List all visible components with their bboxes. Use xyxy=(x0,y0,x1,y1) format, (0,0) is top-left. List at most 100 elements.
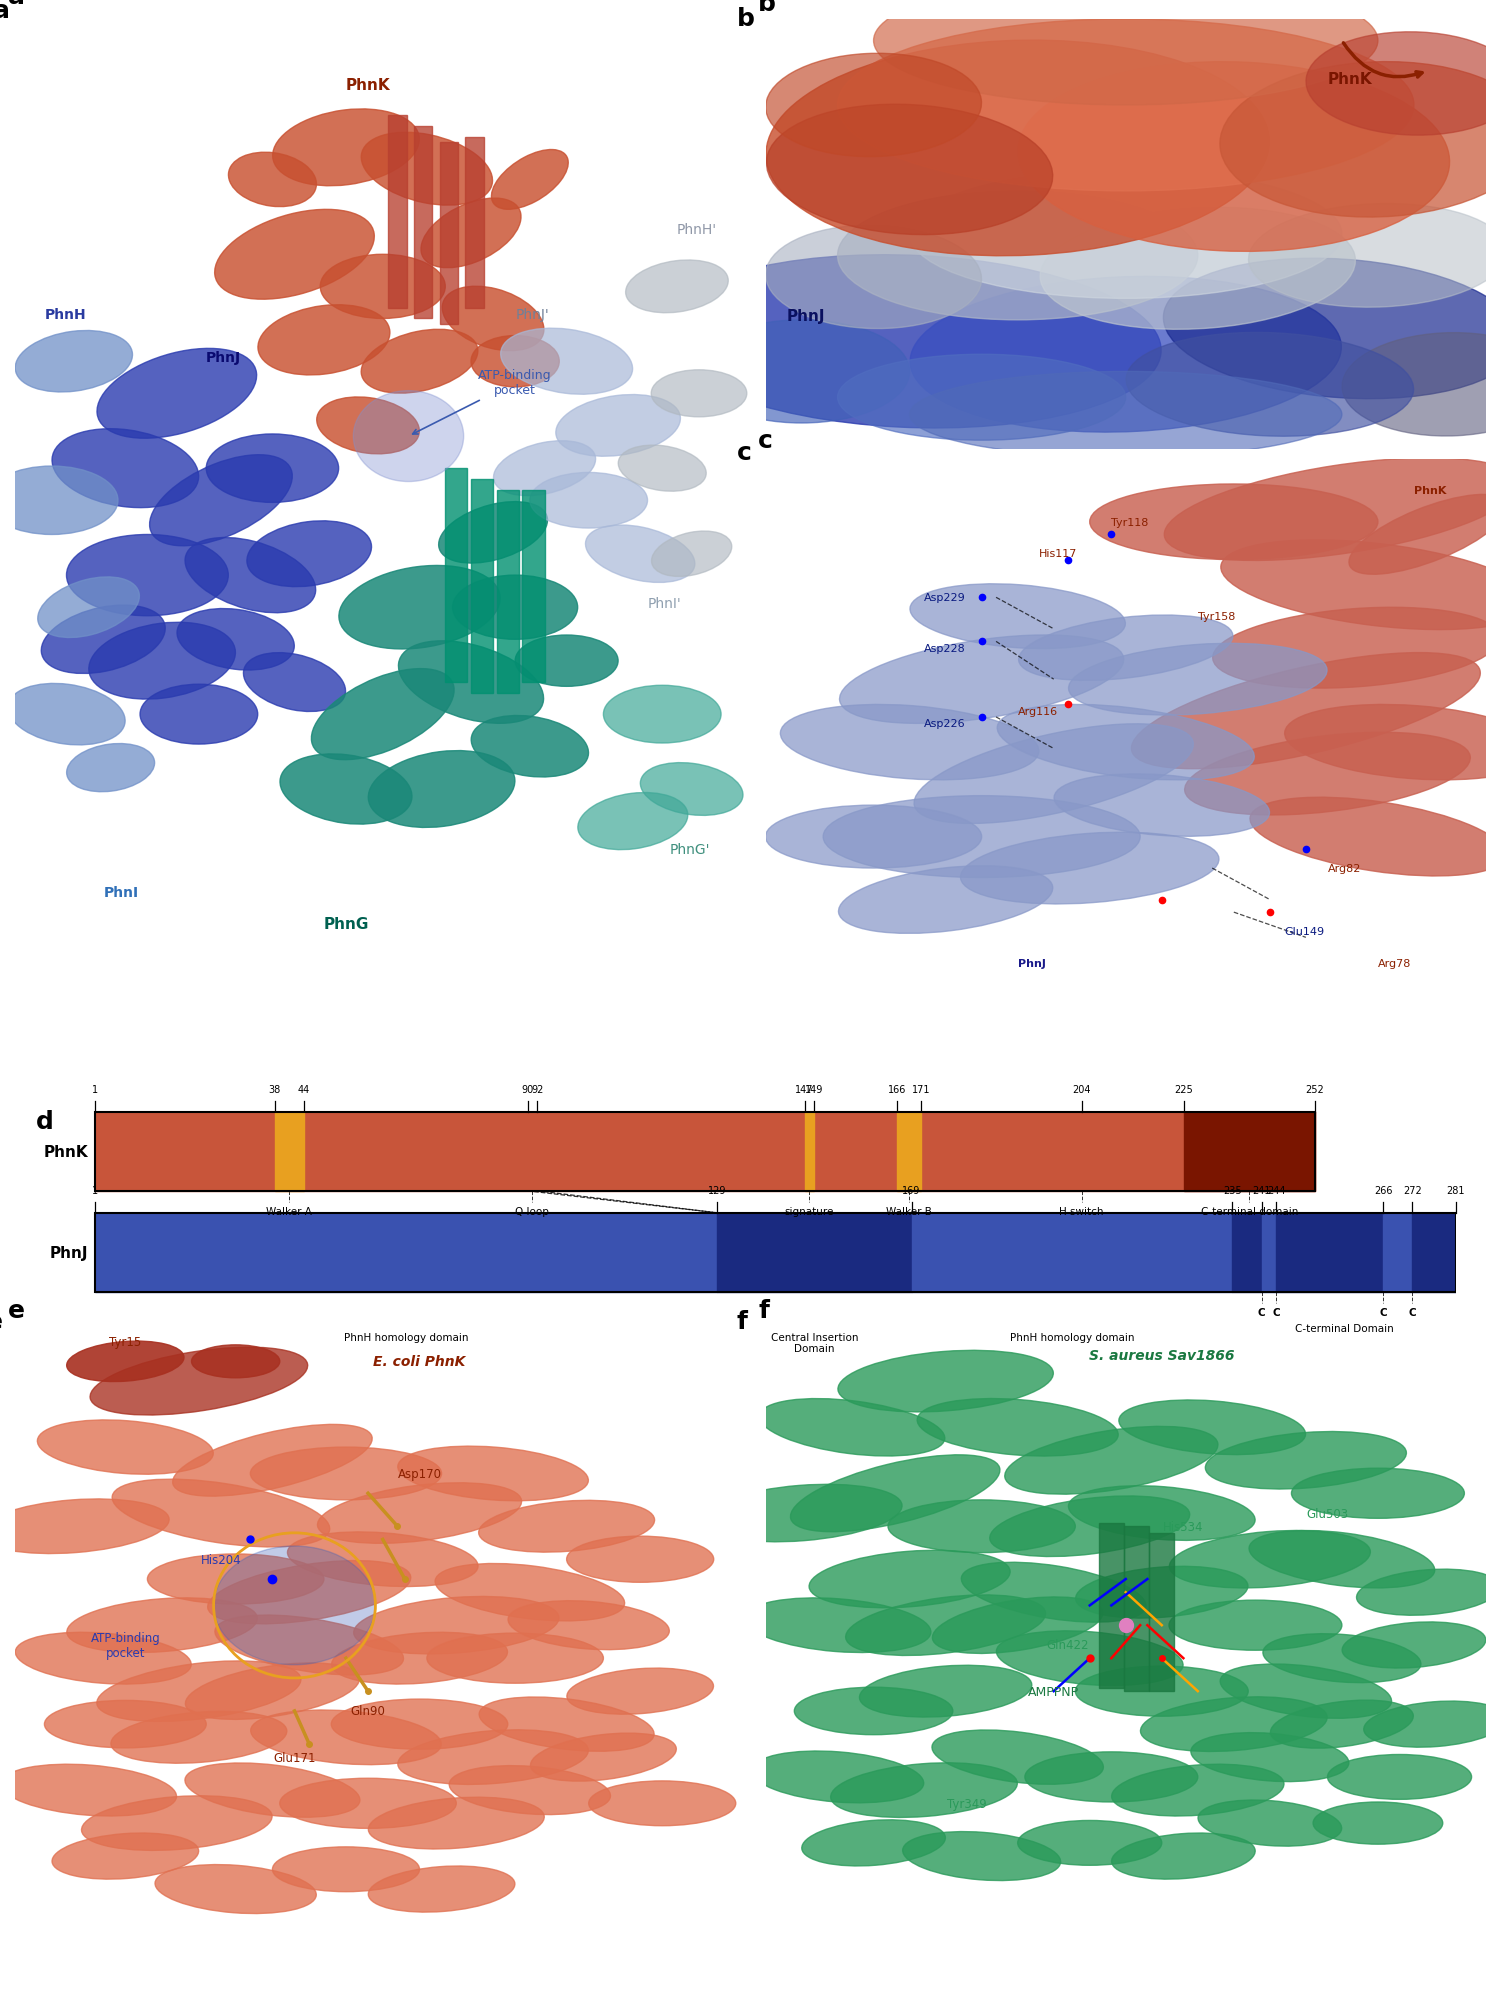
Ellipse shape xyxy=(1364,1700,1501,1748)
Text: His534: His534 xyxy=(1163,1520,1204,1532)
Ellipse shape xyxy=(246,521,372,587)
Text: C-terminal Domain: C-terminal Domain xyxy=(1295,1323,1393,1333)
Text: PhnK: PhnK xyxy=(1327,72,1372,88)
Text: H switch: H switch xyxy=(1060,1207,1103,1217)
Ellipse shape xyxy=(1262,1634,1421,1682)
Text: PhnJ: PhnJ xyxy=(50,1245,89,1261)
Ellipse shape xyxy=(567,1536,714,1582)
Ellipse shape xyxy=(1270,1700,1414,1748)
Ellipse shape xyxy=(494,442,596,496)
Bar xyxy=(1382,1213,1412,1293)
Text: Tyr349: Tyr349 xyxy=(947,1796,988,1810)
Ellipse shape xyxy=(1019,615,1232,681)
Ellipse shape xyxy=(567,1668,713,1714)
Ellipse shape xyxy=(838,1351,1054,1413)
Text: PhnH homology domain: PhnH homology domain xyxy=(1010,1333,1135,1343)
Ellipse shape xyxy=(1327,1754,1471,1800)
Ellipse shape xyxy=(420,200,521,268)
Text: 149: 149 xyxy=(805,1085,824,1095)
Ellipse shape xyxy=(279,1778,456,1828)
Ellipse shape xyxy=(1141,1696,1327,1752)
Ellipse shape xyxy=(45,1700,206,1748)
Ellipse shape xyxy=(1357,1568,1499,1616)
Ellipse shape xyxy=(368,1866,515,1912)
Text: 92: 92 xyxy=(531,1085,543,1095)
Ellipse shape xyxy=(1184,733,1471,815)
Text: signature: signature xyxy=(785,1207,835,1217)
Ellipse shape xyxy=(332,1698,507,1750)
Ellipse shape xyxy=(0,1498,170,1554)
Ellipse shape xyxy=(479,1500,654,1552)
Ellipse shape xyxy=(530,474,647,529)
Ellipse shape xyxy=(910,278,1342,434)
Ellipse shape xyxy=(1249,1530,1435,1588)
Ellipse shape xyxy=(910,585,1126,649)
Ellipse shape xyxy=(830,1762,1018,1818)
Ellipse shape xyxy=(453,575,578,639)
Bar xyxy=(95,1113,1315,1191)
Bar xyxy=(497,490,519,693)
Ellipse shape xyxy=(192,1345,279,1379)
Ellipse shape xyxy=(1090,486,1378,559)
Ellipse shape xyxy=(932,1730,1103,1784)
Bar xyxy=(717,1213,911,1293)
Ellipse shape xyxy=(1306,32,1501,136)
Text: 169: 169 xyxy=(902,1185,920,1195)
Text: PhnI: PhnI xyxy=(104,885,138,899)
Ellipse shape xyxy=(288,1532,477,1586)
Ellipse shape xyxy=(515,635,618,687)
Ellipse shape xyxy=(766,54,982,158)
Text: 281: 281 xyxy=(1447,1185,1465,1195)
Ellipse shape xyxy=(1076,1566,1247,1618)
Ellipse shape xyxy=(0,468,119,535)
Ellipse shape xyxy=(657,256,1162,430)
Text: Tyr158: Tyr158 xyxy=(1198,611,1235,621)
Text: PhnG: PhnG xyxy=(324,917,369,931)
Ellipse shape xyxy=(766,42,1270,256)
Ellipse shape xyxy=(449,1766,611,1814)
Text: Glu171: Glu171 xyxy=(273,1750,315,1764)
Ellipse shape xyxy=(701,1485,902,1542)
Ellipse shape xyxy=(1126,334,1414,438)
Bar xyxy=(1099,1522,1124,1688)
Text: His117: His117 xyxy=(1039,549,1078,559)
Text: 44: 44 xyxy=(297,1085,311,1095)
Ellipse shape xyxy=(932,1596,1103,1654)
Ellipse shape xyxy=(186,1662,359,1720)
Bar xyxy=(1261,1213,1276,1293)
Ellipse shape xyxy=(111,1712,287,1764)
Ellipse shape xyxy=(438,501,548,563)
Text: 204: 204 xyxy=(1072,1085,1091,1095)
Text: a: a xyxy=(0,0,11,22)
Text: 1: 1 xyxy=(92,1085,98,1095)
Ellipse shape xyxy=(910,372,1342,458)
Ellipse shape xyxy=(961,1562,1147,1622)
Text: Arg82: Arg82 xyxy=(1327,863,1361,873)
Ellipse shape xyxy=(744,1598,931,1652)
Ellipse shape xyxy=(251,1447,441,1500)
Bar xyxy=(1232,1213,1261,1293)
Ellipse shape xyxy=(1069,1487,1255,1540)
Ellipse shape xyxy=(501,330,632,396)
Ellipse shape xyxy=(38,577,140,637)
Ellipse shape xyxy=(507,1600,669,1650)
Ellipse shape xyxy=(1018,62,1450,252)
Ellipse shape xyxy=(68,1598,257,1652)
Ellipse shape xyxy=(155,1864,317,1914)
Text: PhnJ: PhnJ xyxy=(206,352,242,366)
Text: PhnJ: PhnJ xyxy=(787,308,826,324)
Ellipse shape xyxy=(177,609,294,671)
Ellipse shape xyxy=(838,192,1198,320)
Text: PhnK: PhnK xyxy=(345,78,390,92)
Ellipse shape xyxy=(1250,797,1501,877)
Ellipse shape xyxy=(479,1696,654,1752)
Text: C: C xyxy=(1379,1307,1387,1319)
Ellipse shape xyxy=(471,336,560,388)
Text: c: c xyxy=(737,442,752,466)
Ellipse shape xyxy=(1291,1469,1465,1518)
Bar xyxy=(805,1113,815,1191)
Ellipse shape xyxy=(626,262,728,314)
Bar xyxy=(446,470,467,683)
Ellipse shape xyxy=(66,743,155,793)
Text: Gln422: Gln422 xyxy=(1046,1638,1090,1652)
